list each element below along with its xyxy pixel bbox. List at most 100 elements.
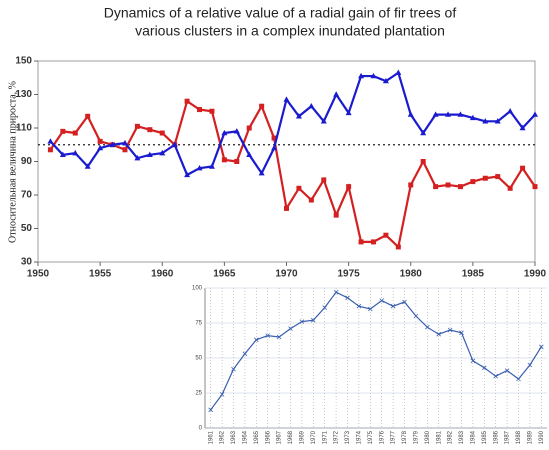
marker	[288, 326, 293, 331]
marker	[532, 184, 538, 190]
x-tick-label: 1970	[311, 430, 317, 444]
x-tick-label: 1990	[539, 430, 545, 444]
x-tick-label: 1971	[322, 430, 328, 444]
marker	[258, 170, 265, 176]
y-tick-label: 0	[199, 426, 203, 432]
x-tick-label: 1966	[265, 430, 271, 444]
marker	[532, 111, 538, 117]
y-tick-label: 130	[15, 89, 32, 100]
y-tick-label: 110	[16, 123, 33, 134]
marker	[231, 366, 236, 372]
x-tick-label: 1974	[356, 430, 362, 444]
x-tick-label: 1987	[505, 430, 511, 444]
marker	[383, 232, 389, 238]
marker	[520, 165, 526, 171]
marker	[246, 151, 253, 157]
x-tick-label: 1963	[231, 430, 237, 444]
marker	[146, 151, 153, 157]
x-tick-label: 1975	[368, 430, 374, 444]
x-tick-label: 1984	[470, 430, 476, 444]
x-tick-label: 1985	[462, 269, 485, 280]
marker	[246, 125, 252, 131]
marker	[379, 298, 384, 303]
marker	[171, 141, 178, 147]
x-tick-label: 1980	[400, 269, 423, 280]
plot-area	[37, 60, 536, 263]
marker	[221, 129, 228, 136]
y-tick-label: 25	[195, 391, 202, 397]
marker	[197, 107, 203, 113]
x-tick-label: 1960	[151, 269, 174, 280]
marker	[97, 144, 104, 151]
marker	[97, 138, 103, 144]
marker	[321, 177, 327, 183]
marker	[299, 319, 305, 324]
marker	[433, 184, 439, 190]
marker	[134, 123, 140, 129]
marker	[184, 171, 191, 178]
marker	[539, 344, 544, 350]
marker	[469, 114, 476, 121]
marker	[493, 373, 498, 379]
marker	[295, 113, 302, 119]
x-tick-label: 1985	[482, 430, 488, 444]
marker	[358, 239, 364, 245]
marker	[47, 138, 54, 144]
y-axis-label: Относительная величина прироста, %	[7, 81, 18, 243]
y-tick-label: 90	[21, 156, 33, 167]
series-line	[49, 99, 536, 250]
marker	[445, 182, 451, 188]
marker	[196, 165, 203, 171]
marker	[276, 334, 282, 340]
marker	[420, 129, 427, 136]
marker	[221, 157, 227, 163]
marker	[402, 299, 407, 305]
marker	[425, 324, 430, 330]
x-tick-label: 1973	[345, 430, 351, 444]
marker	[482, 118, 489, 124]
marker	[134, 154, 141, 161]
x-tick-label: 1955	[89, 269, 112, 280]
marker	[358, 72, 365, 79]
chart-title: various clusters in a complex inundated …	[135, 23, 445, 39]
marker	[109, 141, 116, 147]
marker	[320, 118, 327, 124]
marker	[408, 182, 414, 188]
marker	[322, 305, 327, 310]
x-tick-label: 1980	[425, 430, 431, 444]
x-tick-label: 1988	[516, 430, 522, 444]
x-tick-label: 1968	[288, 430, 294, 444]
y-tick-label: 50	[195, 356, 202, 362]
x-tick-label: 1961	[208, 430, 214, 444]
marker	[345, 295, 350, 301]
x-tick-label: 1950	[27, 269, 50, 280]
marker	[507, 108, 514, 114]
x-tick-label: 1972	[334, 430, 340, 444]
marker	[346, 184, 352, 190]
marker	[445, 111, 452, 117]
marker	[242, 351, 248, 357]
marker	[208, 407, 213, 413]
marker	[382, 77, 389, 84]
x-tick-label: 1981	[436, 430, 442, 444]
marker	[254, 337, 259, 343]
marker	[283, 96, 290, 102]
marker	[47, 147, 53, 153]
y-tick-label: 100	[192, 286, 203, 292]
series-line	[49, 70, 536, 177]
x-tick-label: 1978	[402, 430, 408, 444]
x-tick-label: 1976	[379, 430, 385, 444]
x-tick-label: 1965	[254, 430, 260, 444]
marker	[159, 130, 165, 136]
marker	[234, 159, 240, 164]
marker	[370, 72, 377, 79]
x-tick-label: 1965	[213, 269, 236, 280]
series-line	[210, 291, 542, 411]
x-tick-label: 1990	[524, 269, 547, 280]
chart-title: Dynamics of a relative value of a radial…	[104, 5, 457, 21]
marker	[356, 303, 362, 309]
y-tick-label: 150	[15, 56, 32, 67]
marker	[72, 130, 78, 136]
marker	[432, 111, 439, 117]
marker	[495, 174, 501, 180]
